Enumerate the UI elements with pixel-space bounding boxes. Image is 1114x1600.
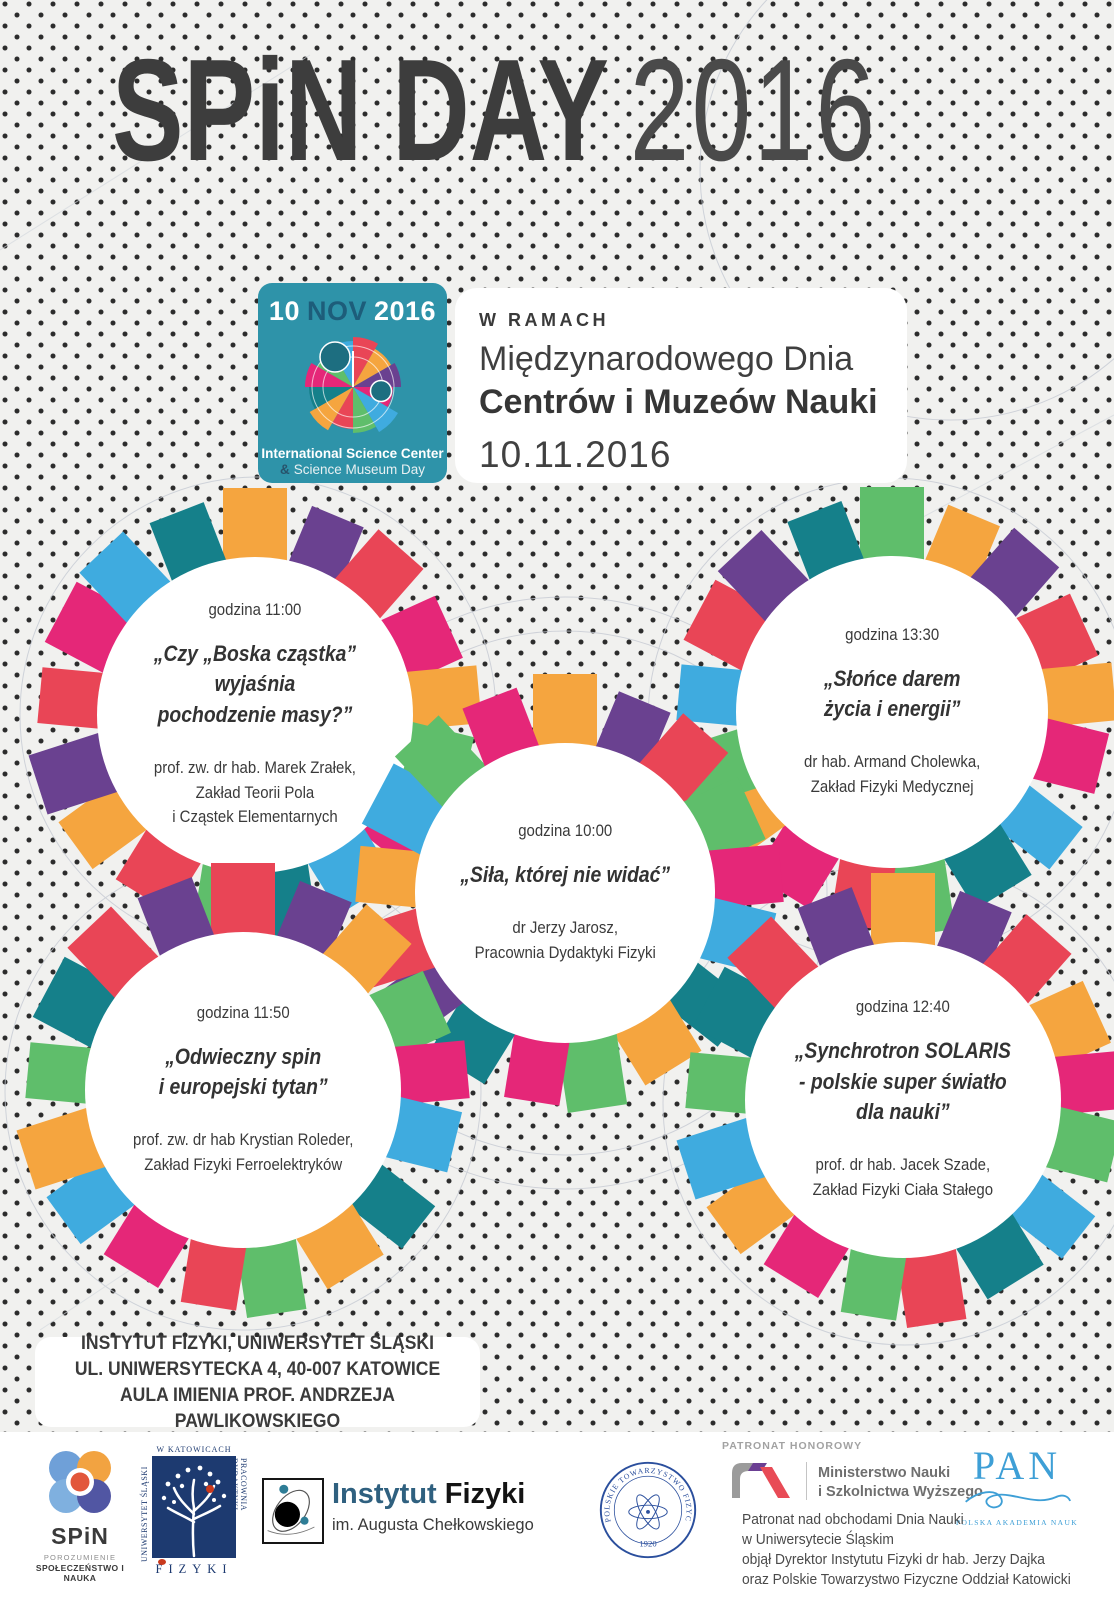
intro-date: 10.11.2016 — [479, 434, 672, 475]
fizyki-top-label: W KATOWICACH — [156, 1445, 232, 1454]
instytut-fizyki-logo — [262, 1478, 324, 1544]
badge-day: 10 — [268, 296, 300, 326]
session-title: „Słońce darem życia i energii” — [823, 665, 961, 721]
badge-wedge — [331, 387, 353, 430]
session-speaker: prof. zw. dr hab. Marek Zrałek, Zakład T… — [153, 758, 357, 827]
session-wheel-1100: godzina 11:00 „Czy „Boska cząstka” wyjaś… — [20, 480, 490, 950]
fizyki-tree-panel — [152, 1456, 236, 1558]
ministry-name: Ministerstwo Nauki i Szkolnictwa Wyższeg… — [818, 1464, 983, 1502]
session-time: godzina 13:30 — [844, 624, 939, 644]
badge-wedge — [352, 387, 376, 433]
session-speaker: prof. zw. dr hab Krystian Roleder, Zakła… — [132, 1130, 354, 1174]
session-speaker: dr Jerzy Jarosz, Pracownia Dydaktyki Fiz… — [474, 918, 656, 962]
badge-wedge — [352, 387, 398, 432]
pan-logo: PAN POLSKA AKADEMIA NAUK — [955, 1442, 1079, 1527]
ptf-seal: POLSKIE TOWARZYSTWO FIZYCZNE 1920 — [593, 1451, 700, 1567]
ministry-logo-icon — [732, 1463, 790, 1498]
badge-caption-line2-text: Science Museum Day — [293, 462, 426, 477]
spin-name: SPiN — [51, 1523, 109, 1549]
badge-caption-line1: International Science Center — [261, 446, 444, 461]
page-title: SPiN DAY 2016 — [112, 38, 877, 183]
session-wheel-1240: godzina 12:40 „Synchrotron SOLARIS - pol… — [668, 865, 1114, 1335]
fizyki-left-label: UNIWERSYTET ŚLĄSKI — [140, 1466, 149, 1562]
badge-year: 2016 — [373, 296, 437, 326]
session-circle: godzina 12:40 „Synchrotron SOLARIS - pol… — [745, 942, 1061, 1258]
ministry-divider — [806, 1462, 807, 1500]
fizyki-red-dot — [158, 1559, 166, 1565]
badge-wedge — [352, 363, 401, 387]
spin-flower-icon — [49, 1451, 111, 1513]
badge-date: 10 NOV 2016 — [258, 296, 447, 327]
patronat-text: Patronat nad obchodami Dnia Nauki w Uniw… — [742, 1511, 1071, 1588]
title-year: 2016 — [629, 29, 878, 191]
wheel-segment — [223, 488, 287, 564]
badge-small-dot — [369, 379, 392, 403]
session-time: godzina 11:00 — [208, 600, 302, 619]
svg-text:POLSKIE TOWARZYSTWO FIZYCZNE: POLSKIE TOWARZYSTWO FIZYCZNE — [596, 1458, 694, 1523]
session-speaker: prof. dr hab. Jacek Szade, Zakład Fizyki… — [812, 1155, 994, 1200]
session-title: „Odwieczny spin i europejski tytan” — [158, 1043, 328, 1099]
wheel-segment — [211, 863, 275, 939]
ptf-year: 1920 — [639, 1539, 656, 1549]
badge-ampersand: & — [279, 462, 290, 477]
ptf-ring-text: POLSKIE TOWARZYSTWO FIZYCZNE — [593, 1451, 693, 1523]
badge-month: NOV — [306, 296, 367, 326]
session-title: „Czy „Boska cząstka” wyjaśnia pochodzeni… — [153, 641, 357, 727]
wheel-segment — [871, 873, 935, 949]
fizyki-logo: W KATOWICACH UNIWERSYTET ŚLĄSKI PRACOWNI… — [138, 1442, 250, 1580]
session-wheel-1000: godzina 10:00 „Siła, której nie widać” d… — [330, 658, 800, 1128]
session-time: godzina 11:50 — [196, 1002, 290, 1022]
pan-swirl-icon — [965, 1491, 1072, 1509]
badge-wedge — [304, 363, 353, 387]
pan-wordmark: PAN — [972, 1443, 1062, 1488]
session-circle: godzina 13:30 „Słońce darem życia i ener… — [736, 556, 1048, 868]
wheel-segment — [860, 487, 924, 563]
session-title: „Synchrotron SOLARIS - polskie super świ… — [794, 1038, 1012, 1125]
badge-wedge — [309, 387, 353, 431]
badge-wedge — [308, 387, 353, 409]
session-circle: godzina 10:00 „Siła, której nie widać” d… — [415, 743, 715, 1043]
badge-caption-line2: & Science Museum Day — [258, 462, 447, 477]
venue-address: INSTYTUT FIZYKI, UNIWERSYTET ŚLĄSKI UL. … — [74, 1332, 441, 1432]
session-circle: godzina 11:50 „Odwieczny spin i europejs… — [85, 932, 401, 1248]
intro-box: W RAMACH Międzynarodowego Dnia Centrów i… — [455, 288, 907, 483]
intro-kicker: W RAMACH — [479, 310, 609, 330]
atom-orbit-icon — [267, 1484, 315, 1535]
spin-subtitle2: SPOŁECZEŃSTWO I NAUKA — [35, 1563, 125, 1583]
wheel-segment — [533, 674, 597, 750]
footer-logo-strip: SPiN POROZUMIENIE SPOŁECZEŃSTWO I NAUKA — [0, 1432, 1114, 1600]
iscsmd-badge: 10 NOV 2016 International Science Center &… — [258, 283, 447, 483]
instytut-rest: Fizyki — [436, 1478, 526, 1510]
session-title: „Siła, której nie widać” — [460, 861, 670, 887]
session-circle: godzina 11:00 „Czy „Boska cząstka” wyjaś… — [97, 557, 413, 873]
title-main: SPiN DAY — [112, 29, 609, 191]
spin-subtitle1: POROZUMIENIE — [43, 1553, 117, 1562]
pinwheel-logo-icon — [304, 337, 401, 433]
fizyki-right-label: PRACOWNIA DYDAKTYKI — [230, 1458, 248, 1511]
tree-icon — [161, 1465, 227, 1558]
session-speaker: dr hab. Armand Cholewka, Zakład Fizyki M… — [803, 752, 981, 796]
patronat-honorowy-label: PATRONAT HONOROWY — [722, 1440, 863, 1452]
session-wheel-1150: godzina 11:50 „Odwieczny spin i europejs… — [8, 855, 478, 1325]
ministry-line2: i Szkolnictwa Wyższego — [818, 1484, 983, 1500]
badge-wedge — [352, 348, 391, 387]
intro-line1: Międzynarodowego Dnia — [479, 340, 854, 378]
instytut-accent: Instytut — [332, 1478, 437, 1510]
session-wheel-1330: godzina 13:30 „Słońce darem życia i ener… — [657, 477, 1114, 947]
fizyki-bottom-label: FIZYKI — [155, 1562, 233, 1576]
badge-wedge — [352, 337, 378, 387]
apple-dot — [206, 1485, 214, 1493]
pan-subtitle: POLSKA AKADEMIA NAUK — [955, 1518, 1079, 1527]
intro-line2: Centrów i Muzeów Nauki — [479, 383, 878, 421]
venue-box: INSTYTUT FIZYKI, UNIWERSYTET ŚLĄSKI UL. … — [35, 1332, 480, 1432]
ministry-line1: Ministerstwo Nauki — [818, 1465, 951, 1481]
spin-logo: SPiN POROZUMIENIE SPOŁECZEŃSTWO I NAUKA — [34, 1444, 126, 1583]
instytut-fizyki-wordmark: Instytut Fizyki im. Augusta Chełkowskieg… — [332, 1478, 534, 1535]
instytut-subtitle: im. Augusta Chełkowskiego — [332, 1516, 534, 1534]
session-time: godzina 12:40 — [855, 997, 950, 1017]
session-time: godzina 10:00 — [517, 820, 612, 840]
badge-big-dot — [318, 341, 351, 373]
